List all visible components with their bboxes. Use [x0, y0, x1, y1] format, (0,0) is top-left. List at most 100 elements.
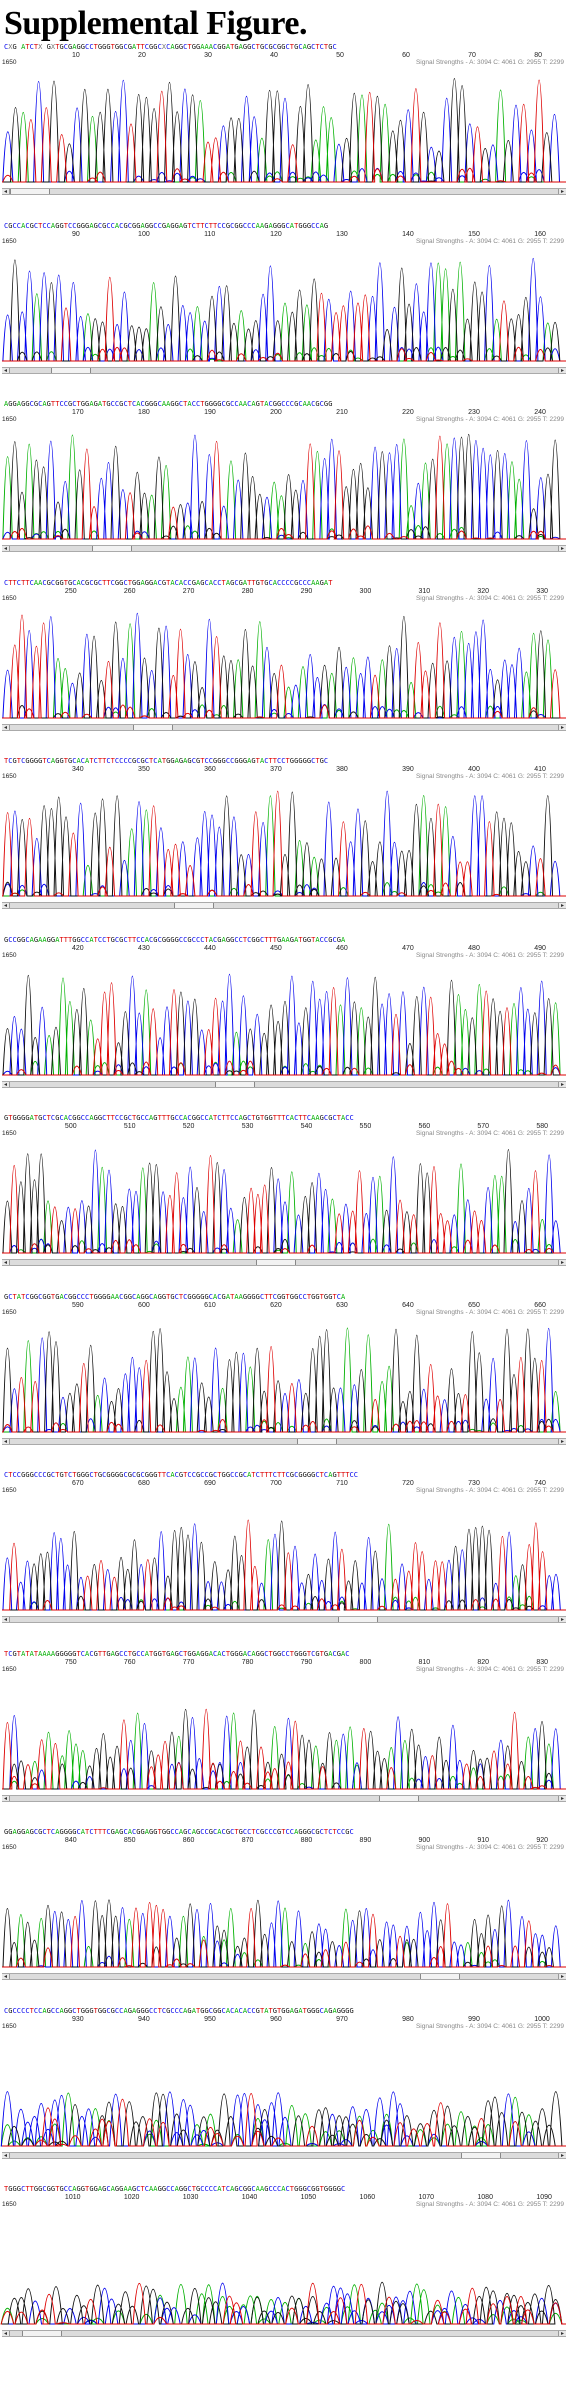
scroll-left-arrow-icon[interactable]: ◂ [2, 1795, 10, 1801]
position-label: 170 [72, 409, 84, 416]
horizontal-scrollbar[interactable]: ◂ ▸ [2, 1794, 566, 1802]
position-label: 810 [418, 1658, 431, 1666]
position-label: 900 [418, 1837, 431, 1844]
scrollbar-thumb[interactable] [379, 1795, 419, 1801]
scroll-left-arrow-icon[interactable]: ◂ [2, 189, 10, 195]
signal-strengths-text: Signal Strengths - A: 3094 C: 4061 G: 29… [415, 951, 564, 959]
scroll-left-arrow-icon[interactable]: ◂ [2, 1260, 10, 1266]
chromatogram-trace [2, 1519, 566, 1611]
scroll-right-arrow-icon[interactable]: ▸ [558, 2152, 566, 2158]
trace-C [2, 790, 566, 897]
position-label: 830 [536, 1658, 548, 1666]
scroll-right-arrow-icon[interactable]: ▸ [558, 903, 566, 909]
position-label: 840 [64, 1837, 77, 1844]
horizontal-scrollbar[interactable]: ◂ ▸ [2, 1080, 566, 1088]
scroll-right-arrow-icon[interactable]: ▸ [558, 1974, 566, 1980]
scroll-left-arrow-icon[interactable]: ◂ [2, 367, 10, 373]
position-label: 710 [336, 1480, 348, 1487]
trace-G [2, 1708, 566, 1789]
horizontal-scrollbar[interactable]: ◂ ▸ [2, 723, 566, 731]
horizontal-scrollbar[interactable]: ◂ ▸ [2, 1616, 566, 1623]
signal-scale-label: 1650 [2, 237, 17, 245]
chromatogram-trace [2, 78, 566, 183]
position-label: 80 [534, 52, 542, 59]
position-ruler: 1010 1020 1030 1040 1050 1060 1070 1080 1090 [0, 2194, 568, 2202]
horizontal-scrollbar[interactable]: ◂ ▸ [2, 1437, 566, 1445]
position-label: 420 [72, 944, 84, 952]
horizontal-scrollbar[interactable]: ◂ ▸ [2, 545, 566, 552]
position-label: 910 [477, 1837, 490, 1844]
scroll-left-arrow-icon[interactable]: ◂ [2, 1617, 10, 1623]
position-label: 890 [359, 1837, 372, 1844]
trace-T [2, 1345, 566, 1432]
scroll-right-arrow-icon[interactable]: ▸ [558, 1260, 566, 1266]
scrollbar-thumb[interactable] [256, 1260, 296, 1265]
signal-scale-label: 1650 [2, 951, 17, 959]
scrollbar-thumb[interactable] [92, 546, 132, 551]
base-call-sequence: TCGTCGGGGTCAGGTGCACATCTTCTCCCCGCGCTCATGG… [4, 757, 329, 765]
position-label: 960 [270, 2015, 282, 2023]
signal-strengths-text: Signal Strengths - A: 3094 C: 4061 G: 29… [415, 2022, 564, 2030]
scroll-right-arrow-icon[interactable]: ▸ [558, 2331, 566, 2337]
scrollbar-thumb[interactable] [420, 1974, 460, 1979]
position-label: 1050 [300, 2194, 317, 2201]
trace-G [2, 1149, 566, 1254]
position-label: 230 [468, 409, 480, 416]
scroll-right-arrow-icon[interactable]: ▸ [558, 189, 566, 195]
chromatogram-trace [2, 790, 566, 897]
signal-strengths-text: Signal Strengths - A: 3094 C: 4061 G: 29… [415, 1665, 564, 1673]
position-label: 310 [418, 587, 431, 595]
horizontal-scrollbar[interactable]: ◂ ▸ [2, 2330, 566, 2337]
scrollbar-thumb[interactable] [51, 367, 91, 373]
position-label: 370 [270, 766, 282, 773]
horizontal-scrollbar[interactable]: ◂ ▸ [2, 902, 566, 909]
scrollbar-thumb[interactable] [174, 903, 214, 908]
scroll-left-arrow-icon[interactable]: ◂ [2, 724, 10, 730]
scroll-left-arrow-icon[interactable]: ◂ [2, 1081, 10, 1087]
scroll-left-arrow-icon[interactable]: ◂ [2, 903, 10, 909]
scrollbar-thumb[interactable] [22, 2331, 62, 2336]
signal-scale-label: 1650 [2, 416, 17, 423]
scroll-left-arrow-icon[interactable]: ◂ [2, 546, 10, 552]
trace-G [2, 2090, 566, 2146]
scrollbar-thumb[interactable] [133, 724, 173, 730]
base-call-sequence: GTGGGGATGCTCGCACGGCCAGGCTTCCGCTGCCAGTTTG… [4, 1114, 354, 1122]
scroll-right-arrow-icon[interactable]: ▸ [558, 1438, 566, 1444]
scrollbar-thumb[interactable] [215, 1081, 255, 1087]
scroll-left-arrow-icon[interactable]: ◂ [2, 1438, 10, 1444]
base-call-sequence: GGAGGAGCGCTCAGGGGCATCTTTCGAGCACGGAGGTGGC… [4, 1828, 354, 1836]
position-label: 600 [138, 1301, 150, 1309]
scrollbar-thumb[interactable] [461, 2152, 501, 2158]
base-call-sequence: CXG ATCTX GXTGCGAGGCCTGGGTGGCGATTCGGCXCA… [4, 43, 337, 51]
scrollbar-thumb[interactable] [297, 1438, 337, 1444]
base-call-sequence: CGCCACGCTCCAGGTCCGGGAGCGCCACGCGGAGGCCGAG… [4, 221, 329, 230]
horizontal-scrollbar[interactable]: ◂ ▸ [2, 366, 566, 374]
position-label: 730 [468, 1480, 480, 1487]
scroll-left-arrow-icon[interactable]: ◂ [2, 2152, 10, 2158]
scroll-right-arrow-icon[interactable]: ▸ [558, 546, 566, 552]
position-label: 70 [468, 52, 476, 59]
scroll-left-arrow-icon[interactable]: ◂ [2, 1974, 10, 1980]
scroll-right-arrow-icon[interactable]: ▸ [558, 1795, 566, 1801]
scrollbar-thumb[interactable] [338, 1617, 378, 1622]
chromatogram-panel: CTTCTTCAACGCGGTGCACGCGCTTCGGCTGGAGGACGTA… [0, 578, 568, 757]
position-label: 920 [536, 1837, 548, 1844]
position-label: 330 [536, 587, 548, 595]
scroll-right-arrow-icon[interactable]: ▸ [558, 1617, 566, 1623]
horizontal-scrollbar[interactable]: ◂ ▸ [2, 1973, 566, 1980]
scroll-right-arrow-icon[interactable]: ▸ [558, 367, 566, 373]
position-label: 560 [418, 1123, 431, 1130]
position-label: 390 [402, 766, 414, 773]
scrollbar-thumb[interactable] [10, 189, 50, 194]
chromatogram-trace [2, 1708, 566, 1789]
base-call-sequence: TGGGCTTGGCGGTGCCAGGTGGAGCAGGAAGCTCAAGGCC… [4, 2185, 346, 2193]
scroll-right-arrow-icon[interactable]: ▸ [558, 724, 566, 730]
scroll-right-arrow-icon[interactable]: ▸ [558, 1081, 566, 1087]
horizontal-scrollbar[interactable]: ◂ ▸ [2, 2151, 566, 2159]
horizontal-scrollbar[interactable]: ◂ ▸ [2, 188, 566, 195]
scroll-left-arrow-icon[interactable]: ◂ [2, 2331, 10, 2337]
base-call-sequence: AGGAGGCGCAGTTCCGCTGGAGATGCCGCTCACGGGCAAG… [4, 400, 333, 408]
horizontal-scrollbar[interactable]: ◂ ▸ [2, 1259, 566, 1266]
trace-T [2, 79, 566, 183]
position-ruler: 840 850 860 870 880 890 900 910 920 [0, 1837, 568, 1845]
